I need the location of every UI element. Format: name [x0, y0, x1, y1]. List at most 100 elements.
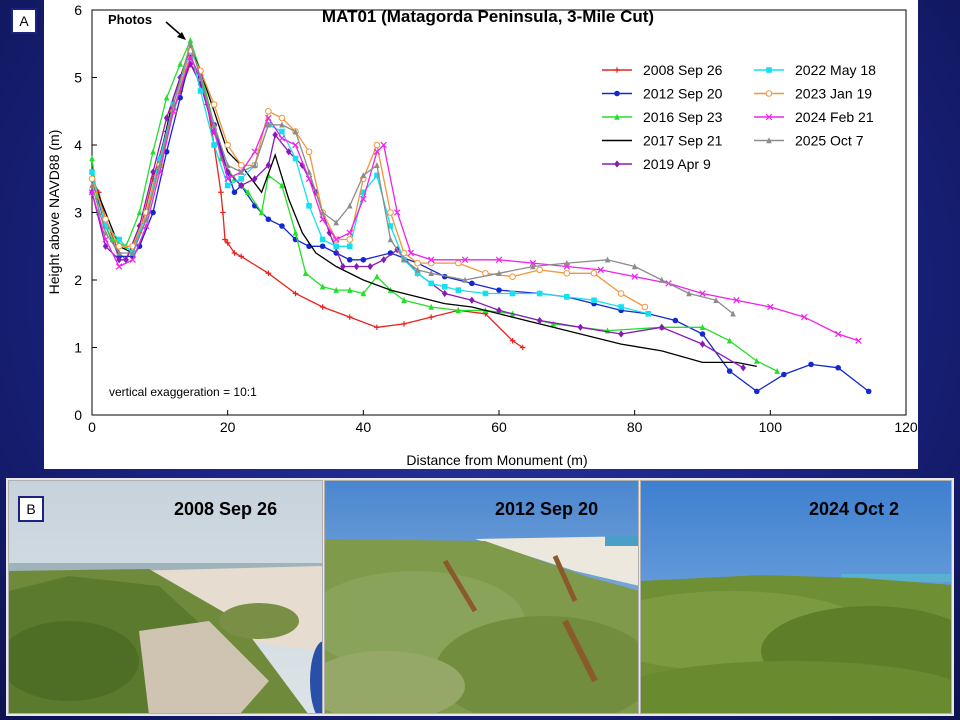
- data-point: [170, 101, 177, 108]
- data-point: [672, 317, 679, 324]
- data-point: [187, 40, 194, 47]
- data-point: [89, 155, 95, 162]
- data-point: [360, 290, 367, 297]
- data-point: [394, 209, 401, 216]
- legend-label: 2019 Apr 9: [643, 156, 711, 172]
- data-point: [177, 60, 183, 67]
- data-point: [319, 243, 326, 250]
- data-point: [373, 148, 381, 155]
- data-point: [265, 121, 272, 128]
- data-point: [519, 344, 526, 351]
- data-point: [346, 256, 353, 263]
- legend-label: 2024 Feb 21: [795, 109, 874, 125]
- y-axis-label: Height above NAVD88 (m): [46, 130, 62, 295]
- data-point: [617, 290, 625, 297]
- data-point: [265, 107, 272, 115]
- data-point: [116, 256, 122, 264]
- data-point: [136, 209, 143, 216]
- data-point: [374, 172, 380, 179]
- data-point: [224, 182, 231, 189]
- y-tick-label: 5: [74, 70, 82, 86]
- data-point: [469, 280, 475, 287]
- data-point: [292, 290, 299, 297]
- data-point: [564, 259, 570, 266]
- data-point: [401, 296, 407, 304]
- data-point: [469, 296, 475, 304]
- data-point: [699, 331, 706, 337]
- data-point: [387, 209, 394, 216]
- data-point: [686, 290, 692, 297]
- data-point: [231, 189, 238, 196]
- x-tick-label: 120: [894, 419, 918, 435]
- legend-entry: 2017 Sep 21: [602, 133, 723, 149]
- data-point: [536, 290, 543, 297]
- data-point: [577, 323, 584, 331]
- data-point: [210, 101, 218, 108]
- data-point: [550, 320, 557, 327]
- legend-entry: 2008 Sep 26: [602, 62, 723, 78]
- data-point: [346, 236, 354, 243]
- data-point: [530, 263, 536, 270]
- legend-entry: 2025 Oct 7: [754, 133, 864, 149]
- data-point: [197, 74, 204, 81]
- data-point: [224, 168, 231, 176]
- legend-entry: 2023 Jan 19: [754, 86, 872, 102]
- legend-label: 2017 Sep 21: [643, 133, 723, 149]
- data-point: [455, 259, 462, 267]
- data-point: [319, 304, 326, 310]
- beach-photo-2008: [9, 481, 322, 713]
- data-point: [102, 242, 109, 250]
- data-point: [360, 256, 367, 263]
- data-point: [659, 323, 665, 331]
- data-point: [292, 141, 299, 149]
- data-point: [835, 364, 841, 371]
- data-point: [482, 290, 489, 297]
- data-point: [591, 297, 597, 304]
- data-point: [441, 289, 448, 298]
- data-point: [659, 276, 665, 283]
- data-point: [224, 175, 231, 182]
- data-point: [150, 209, 156, 216]
- x-tick-label: 0: [88, 419, 96, 435]
- data-point: [116, 249, 122, 256]
- data-point: [333, 219, 339, 226]
- data-point: [428, 269, 434, 277]
- data-point: [353, 262, 360, 271]
- data-point: [401, 321, 407, 327]
- series-2023-jan-19: [88, 47, 649, 311]
- data-point: [536, 266, 544, 274]
- data-point: [238, 181, 245, 190]
- series-line: [91, 48, 646, 308]
- data-point: [346, 314, 353, 320]
- series-2024-feb-21: [88, 54, 862, 344]
- data-point: [564, 294, 570, 300]
- data-point: [238, 175, 245, 182]
- photos-arrow: [165, 21, 183, 37]
- photos-row: 2008 Sep 26 2012 Sep 20: [6, 478, 954, 716]
- legend-label: 2025 Oct 7: [795, 133, 864, 149]
- series-2019-apr-9: [89, 60, 746, 372]
- data-point: [699, 323, 706, 331]
- photo-2024: 2024 Oct 2: [640, 480, 952, 714]
- data-point: [245, 188, 251, 196]
- x-tick-label: 60: [491, 419, 507, 435]
- data-point: [265, 270, 272, 277]
- x-tick-label: 20: [220, 419, 236, 435]
- data-point: [279, 223, 285, 229]
- data-point: [89, 182, 95, 189]
- data-point: [645, 310, 652, 317]
- data-point: [231, 250, 238, 256]
- data-point: [496, 306, 502, 314]
- y-tick-label: 4: [74, 137, 82, 153]
- data-point: [115, 263, 123, 270]
- data-point: [285, 148, 292, 156]
- series-2025-oct-7: [89, 40, 736, 317]
- data-point: [306, 202, 312, 209]
- y-tick-label: 0: [74, 407, 82, 423]
- data-point: [163, 114, 170, 122]
- data-point: [641, 303, 649, 311]
- data-point: [597, 266, 604, 274]
- data-point: [509, 290, 516, 297]
- data-point: [865, 388, 872, 395]
- data-point: [414, 266, 421, 273]
